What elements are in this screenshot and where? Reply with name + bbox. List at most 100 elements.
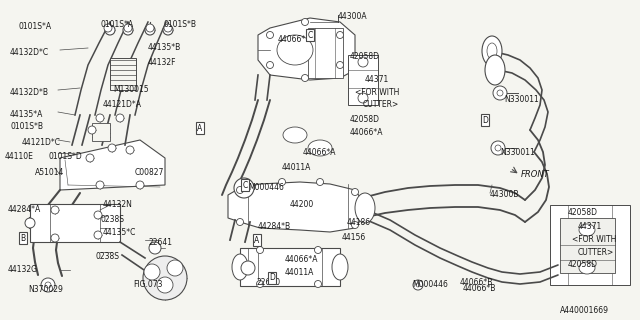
Circle shape (124, 24, 132, 32)
Text: 0101S*B: 0101S*B (10, 122, 43, 131)
Text: 44066*A: 44066*A (350, 128, 383, 137)
Circle shape (145, 25, 155, 35)
Circle shape (337, 31, 344, 38)
Bar (308, 28, 343, 78)
Text: 0238S: 0238S (95, 252, 119, 261)
Polygon shape (228, 182, 362, 232)
Circle shape (351, 221, 358, 228)
Circle shape (146, 24, 154, 32)
Circle shape (104, 24, 112, 32)
Text: 44200: 44200 (290, 200, 314, 209)
Text: A51014: A51014 (35, 168, 65, 177)
Text: 44300B: 44300B (490, 190, 520, 199)
Circle shape (337, 61, 344, 68)
Text: 44132F: 44132F (148, 58, 177, 67)
Circle shape (278, 179, 285, 186)
Circle shape (497, 90, 503, 96)
Bar (92, 123, 110, 141)
Text: D: D (269, 274, 275, 283)
Text: 44156: 44156 (342, 233, 366, 242)
Circle shape (167, 260, 183, 276)
Circle shape (358, 57, 368, 67)
Text: 44300A: 44300A (338, 12, 367, 21)
Circle shape (164, 24, 172, 32)
Text: 44066*A: 44066*A (303, 148, 337, 157)
Text: 44066*B: 44066*B (463, 284, 497, 293)
Text: 0101S*A: 0101S*A (18, 22, 51, 31)
Text: 42058D: 42058D (568, 208, 598, 217)
Text: 44371: 44371 (578, 222, 602, 231)
Text: CUTTER>: CUTTER> (363, 100, 399, 109)
Ellipse shape (487, 43, 497, 59)
Text: 44132D*C: 44132D*C (10, 48, 49, 57)
Circle shape (86, 154, 94, 162)
Circle shape (234, 178, 254, 198)
Text: M000446: M000446 (412, 280, 448, 289)
Text: C: C (307, 30, 312, 39)
Circle shape (301, 75, 308, 82)
Text: 44132D*B: 44132D*B (10, 88, 49, 97)
Text: 44066*B: 44066*B (278, 35, 312, 44)
Circle shape (416, 283, 420, 287)
Circle shape (143, 256, 187, 300)
Text: <FOR WITH: <FOR WITH (572, 235, 616, 244)
Bar (110, 58, 136, 90)
Text: B: B (20, 234, 26, 243)
Text: 42058D: 42058D (350, 115, 380, 124)
Circle shape (257, 281, 264, 287)
Text: 0101S*A: 0101S*A (100, 20, 133, 29)
Circle shape (108, 144, 116, 152)
Circle shape (45, 282, 51, 288)
Text: D: D (482, 116, 488, 124)
Text: CUTTER>: CUTTER> (578, 248, 614, 257)
Bar (30, 204, 120, 242)
Ellipse shape (332, 254, 348, 280)
Circle shape (257, 246, 264, 253)
Ellipse shape (277, 35, 313, 65)
Circle shape (41, 278, 55, 292)
Circle shape (25, 218, 35, 228)
Ellipse shape (485, 55, 505, 85)
Text: 44066*A: 44066*A (285, 255, 319, 264)
Text: A440001669: A440001669 (560, 306, 609, 315)
Circle shape (126, 146, 134, 154)
Ellipse shape (283, 127, 307, 143)
Text: 0101S*D: 0101S*D (48, 152, 82, 161)
Polygon shape (258, 18, 355, 80)
Circle shape (88, 126, 96, 134)
Circle shape (314, 246, 321, 253)
Circle shape (51, 234, 59, 242)
Circle shape (237, 187, 243, 194)
Circle shape (491, 141, 505, 155)
Ellipse shape (232, 254, 248, 280)
Circle shape (314, 281, 321, 287)
Circle shape (94, 231, 102, 239)
Text: FRONT: FRONT (521, 170, 550, 179)
Circle shape (157, 277, 173, 293)
Text: 0101S*B: 0101S*B (163, 20, 196, 29)
Text: 44135*A: 44135*A (10, 110, 44, 119)
Circle shape (237, 219, 243, 226)
Bar (560, 218, 615, 273)
Circle shape (317, 179, 323, 186)
Polygon shape (60, 140, 165, 190)
Circle shape (351, 188, 358, 196)
Text: 42058D: 42058D (568, 260, 598, 269)
Circle shape (116, 114, 124, 122)
Circle shape (96, 181, 104, 189)
Circle shape (495, 145, 501, 151)
Text: N370029: N370029 (28, 285, 63, 294)
Text: M000446: M000446 (248, 183, 284, 192)
Circle shape (163, 25, 173, 35)
Text: 44066*B: 44066*B (460, 278, 493, 287)
Circle shape (94, 211, 102, 219)
Text: 44132N: 44132N (103, 200, 133, 209)
Circle shape (96, 114, 104, 122)
Text: 44284*A: 44284*A (8, 205, 41, 214)
Text: 44011A: 44011A (285, 268, 314, 277)
Ellipse shape (579, 262, 595, 274)
Circle shape (413, 280, 423, 290)
Text: FIG.073: FIG.073 (133, 280, 163, 289)
Bar (348, 55, 378, 105)
Circle shape (301, 19, 308, 26)
